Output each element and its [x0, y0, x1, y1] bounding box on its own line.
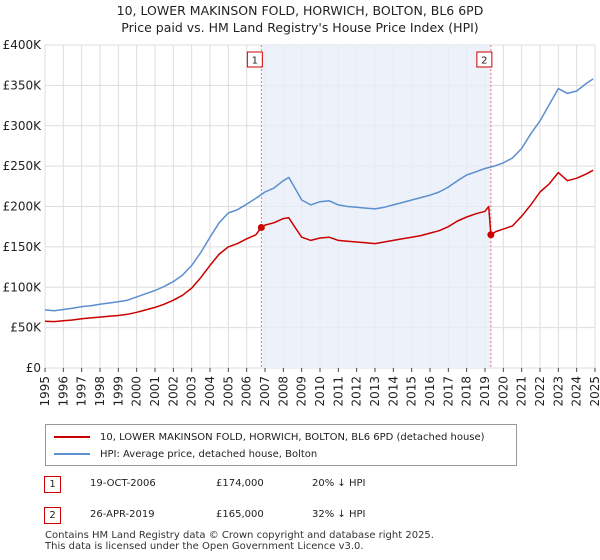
legend-swatch-property [54, 436, 90, 438]
footer: Contains HM Land Registry data © Crown c… [45, 530, 434, 552]
transaction-date: 19-OCT-2006 [90, 478, 156, 489]
legend-item-hpi: HPI: Average price, detached house, Bolt… [54, 446, 317, 462]
x-tick-label: 2014 [386, 376, 400, 407]
x-tick-label: 2013 [368, 376, 382, 407]
x-tick-label: 1998 [93, 376, 107, 407]
transaction-marker: 1 [44, 476, 61, 493]
x-tick-label: 2007 [258, 376, 272, 407]
marker-lines [260, 45, 492, 368]
x-tick-label: 2010 [313, 376, 327, 407]
transaction-price: £165,000 [216, 509, 264, 520]
transaction-hpi-diff: 20% ↓ HPI [312, 478, 366, 489]
x-tick-label: 2021 [515, 376, 529, 407]
y-tick-label: £150K [3, 240, 43, 254]
series-group [44, 78, 594, 323]
sale-points [257, 223, 495, 239]
x-tick-label: 2015 [405, 376, 419, 407]
legend-label-hpi: HPI: Average price, detached house, Bolt… [100, 448, 318, 460]
x-tick-label: 2002 [166, 376, 180, 407]
x-tick-label: 1995 [38, 376, 52, 407]
footer-line-1: Contains HM Land Registry data © Crown c… [45, 530, 434, 541]
x-tick-label: 2009 [295, 376, 309, 407]
x-tick-label: 2003 [185, 376, 199, 407]
hpi-series-line [44, 78, 594, 312]
y-tick-label: £250K [3, 159, 43, 173]
transaction-marker: 2 [44, 507, 61, 524]
x-tick-label: 2012 [350, 376, 364, 407]
x-tick-label: 2016 [423, 376, 437, 407]
x-tick-label: 2006 [240, 376, 254, 407]
legend-label-property: 10, LOWER MAKINSON FOLD, HORWICH, BOLTON… [100, 431, 485, 443]
transaction-date: 26-APR-2019 [90, 509, 155, 520]
x-tick-label: 2000 [130, 376, 144, 407]
legend-swatch-hpi [54, 453, 90, 455]
x-tick-label: 2018 [460, 376, 474, 407]
footer-line-2: This data is licensed under the Open Gov… [45, 541, 364, 552]
x-tick-label: 1996 [56, 376, 70, 407]
x-tick-label: 2019 [478, 376, 492, 407]
transaction-hpi-diff: 32% ↓ HPI [312, 509, 366, 520]
y-tick-label: £200K [3, 200, 43, 214]
chart-marker-label: 2 [481, 56, 487, 67]
y-tick-label: £0 [26, 361, 41, 375]
property-series-line [44, 169, 594, 323]
x-tick-label: 2004 [203, 376, 217, 407]
x-tick-label: 2020 [496, 376, 510, 407]
x-tick-label: 2017 [441, 376, 455, 407]
legend: 10, LOWER MAKINSON FOLD, HORWICH, BOLTON… [45, 424, 517, 466]
x-tick-label: 2025 [588, 376, 600, 407]
transaction-price: £174,000 [216, 478, 264, 489]
x-tick-label: 2023 [551, 376, 565, 407]
x-tick-label: 2011 [331, 376, 345, 407]
x-tick-label: 2001 [148, 376, 162, 407]
x-tick-label: 2008 [276, 376, 290, 407]
chart-marker-box [246, 51, 263, 68]
x-axis: 1995 1996 1997 1998 1999 2000 2001 2002 2003 2004… [38, 368, 600, 407]
y-axis: £0 £50K £100K £150K £200K £250K £300K £350K £400… [3, 38, 43, 375]
sale-point [257, 223, 265, 231]
subtitle-line: Price paid vs. HM Land Registry's House … [121, 20, 479, 35]
sale-point [487, 231, 495, 239]
y-tick-label: £350K [3, 78, 43, 92]
chart-marker-box [476, 51, 493, 68]
title-line: 10, LOWER MAKINSON FOLD, HORWICH, BOLTON… [116, 3, 484, 18]
y-tick-label: £300K [3, 119, 43, 133]
x-tick-label: 1997 [75, 376, 89, 407]
chart-marker-label: 1 [252, 56, 258, 67]
x-tick-label: 1999 [111, 376, 125, 407]
y-tick-label: £100K [3, 280, 43, 294]
x-tick-label: 2024 [570, 376, 584, 407]
y-tick-label: £50K [10, 321, 42, 335]
y-tick-label: £400K [3, 38, 43, 52]
chart-title: 10, LOWER MAKINSON FOLD, HORWICH, BOLTON… [0, 2, 600, 36]
x-tick-label: 2022 [533, 376, 547, 407]
legend-item-property: 10, LOWER MAKINSON FOLD, HORWICH, BOLTON… [54, 429, 485, 445]
x-tick-label: 2005 [221, 376, 235, 407]
shaded-region [261, 45, 491, 368]
